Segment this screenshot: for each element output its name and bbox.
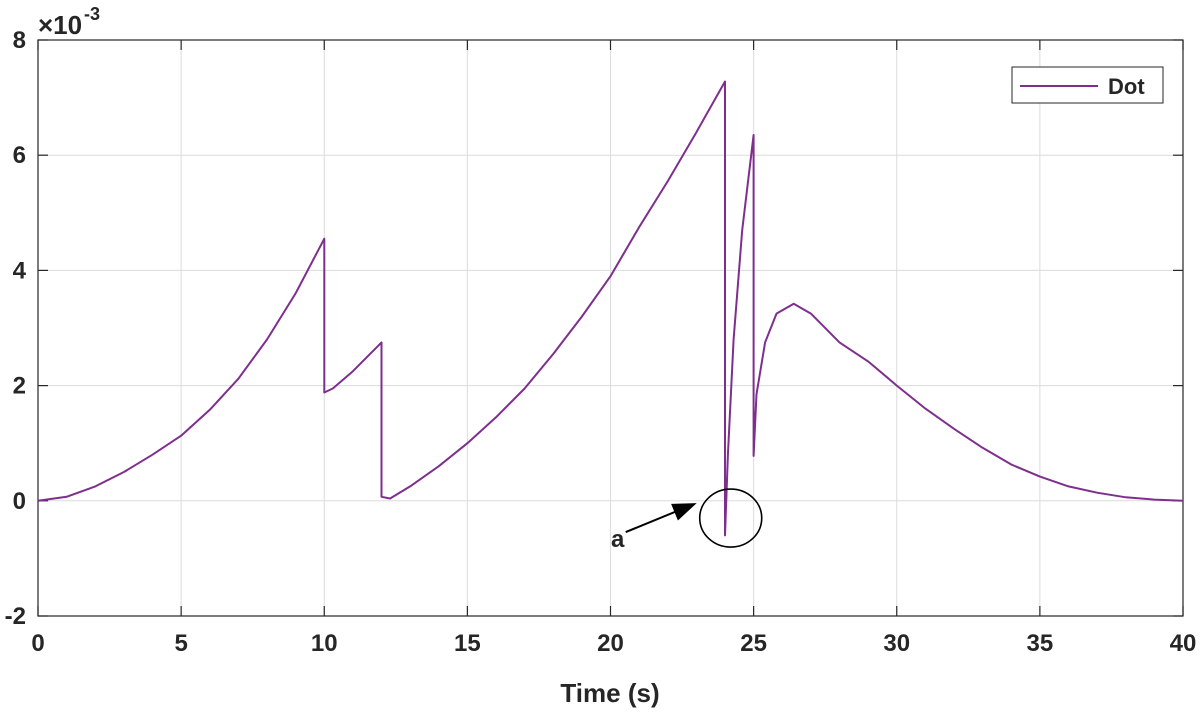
series-group xyxy=(37,80,1184,537)
legend-label-dot: Dot xyxy=(1108,74,1145,99)
x-tick-label: 30 xyxy=(883,630,910,657)
x-tick-label: 20 xyxy=(597,630,624,657)
x-tick-label: 40 xyxy=(1170,630,1197,657)
y-exponent-base: ×10 xyxy=(38,10,82,40)
annotation-circle xyxy=(698,488,763,548)
x-tick-label: 35 xyxy=(1027,630,1054,657)
annotation-label: a xyxy=(611,526,625,553)
annotations: a xyxy=(611,488,763,553)
y-tick-label: -2 xyxy=(5,603,26,630)
legend: Dot xyxy=(1011,66,1164,104)
y-tick-label: 2 xyxy=(13,373,26,400)
y-tick-label: 8 xyxy=(13,27,26,54)
annotation-arrowhead xyxy=(671,503,697,521)
x-tick-label: 10 xyxy=(311,630,338,657)
y-tick-label: 0 xyxy=(13,488,26,515)
y-tick-label: 4 xyxy=(13,257,27,284)
series-line-dot xyxy=(37,80,1184,537)
x-tick-label: 15 xyxy=(454,630,481,657)
y-tick-label: 6 xyxy=(13,142,26,169)
x-tick-label: 25 xyxy=(740,630,767,657)
y-exponent-label: ×10 -3 xyxy=(38,4,100,40)
x-tick-label: 5 xyxy=(174,630,187,657)
x-axis-label: Time (s) xyxy=(560,678,659,708)
x-tick-label: 0 xyxy=(31,630,44,657)
y-exponent-power: -3 xyxy=(84,4,100,24)
